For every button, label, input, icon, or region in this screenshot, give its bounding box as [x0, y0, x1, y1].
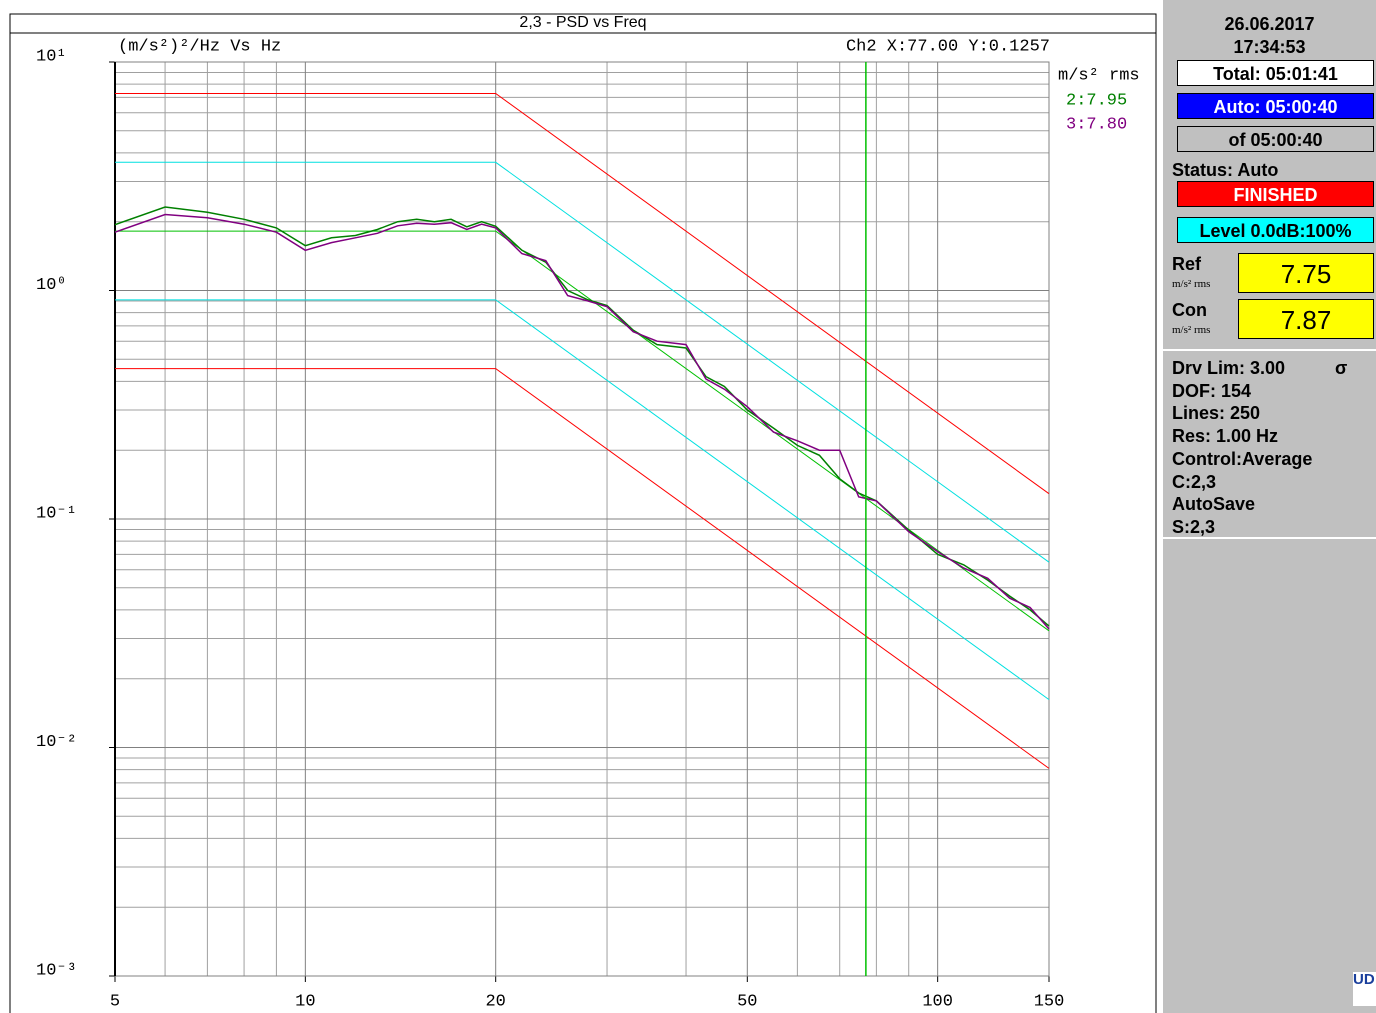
profile-line	[115, 161, 1050, 563]
status: Status: Auto	[1172, 160, 1279, 180]
ref-unit: m/s² rms	[1172, 278, 1211, 290]
y-tick-label: 10⁻²	[36, 733, 77, 752]
ref-label: Ref	[1172, 254, 1202, 274]
sigma: σ	[1335, 358, 1348, 378]
info-line: Res: 1.00 Hz	[1172, 426, 1279, 447]
of-time: of 05:00:40	[1177, 126, 1374, 152]
info-line: AutoSave	[1172, 494, 1256, 515]
info-line: S:2,3	[1172, 516, 1216, 537]
profile-line	[115, 93, 1050, 495]
state: FINISHED	[1177, 181, 1374, 207]
x-tick-label: 20	[485, 992, 505, 1011]
x-tick-label: 100	[922, 992, 953, 1011]
divider	[1163, 537, 1376, 539]
legend-entry: 3:7.80	[1066, 115, 1127, 134]
y-tick-label: 10⁰	[36, 276, 67, 295]
total-time: Total: 05:01:41	[1177, 60, 1374, 86]
info-line: C:2,3	[1172, 471, 1217, 492]
chart-title: 2,3 - PSD vs Freq	[519, 14, 646, 31]
x-tick-label: 10	[295, 992, 315, 1011]
con-unit: m/s² rms	[1172, 324, 1211, 336]
y-tick-label: 10⁻¹	[36, 504, 77, 523]
date: 26.06.2017	[1224, 14, 1315, 34]
y-tick-label: 10¹	[36, 47, 67, 66]
info-line: Drv Lim: 3.00	[1172, 358, 1286, 378]
x-tick-label: 5	[110, 992, 120, 1011]
cursor-readout: Ch2 X:77.00 Y:0.1257	[846, 37, 1050, 56]
data-line	[114, 213, 1050, 630]
time: 17:34:53	[1233, 37, 1306, 57]
profile-line	[115, 299, 1050, 701]
info-line: Lines: 250	[1172, 403, 1261, 424]
info-line: DOF: 154	[1172, 380, 1252, 401]
y-tick-label: 10⁻³	[36, 961, 77, 980]
profile-line	[115, 368, 1050, 769]
level: Level 0.0dB:100%	[1177, 217, 1374, 243]
divider	[1163, 349, 1376, 351]
chart: 2,3 - PSD vs Freq (m/s²)²/Hz Vs Hz Ch2 X…	[9, 13, 1157, 1013]
con-value: 7.87	[1238, 299, 1374, 339]
con-label: Con	[1172, 300, 1207, 320]
info-line: Control:Average	[1172, 448, 1313, 469]
chart-window	[9, 13, 1157, 1013]
ref-value: 7.75	[1238, 253, 1374, 293]
x-tick-label: 50	[737, 992, 757, 1011]
logo: UD	[1353, 972, 1376, 1006]
y-axis-title: (m/s²)²/Hz Vs Hz	[118, 37, 281, 56]
x-tick-label: 150	[1034, 992, 1065, 1011]
legend-entry: 2:7.95	[1066, 91, 1127, 110]
units-label: m/s² rms	[1058, 66, 1140, 85]
auto-time: Auto: 05:00:40	[1177, 93, 1374, 119]
status-panel: 26.06.2017 17:34:53 Total: 05:01:41 Auto…	[1163, 0, 1376, 1013]
